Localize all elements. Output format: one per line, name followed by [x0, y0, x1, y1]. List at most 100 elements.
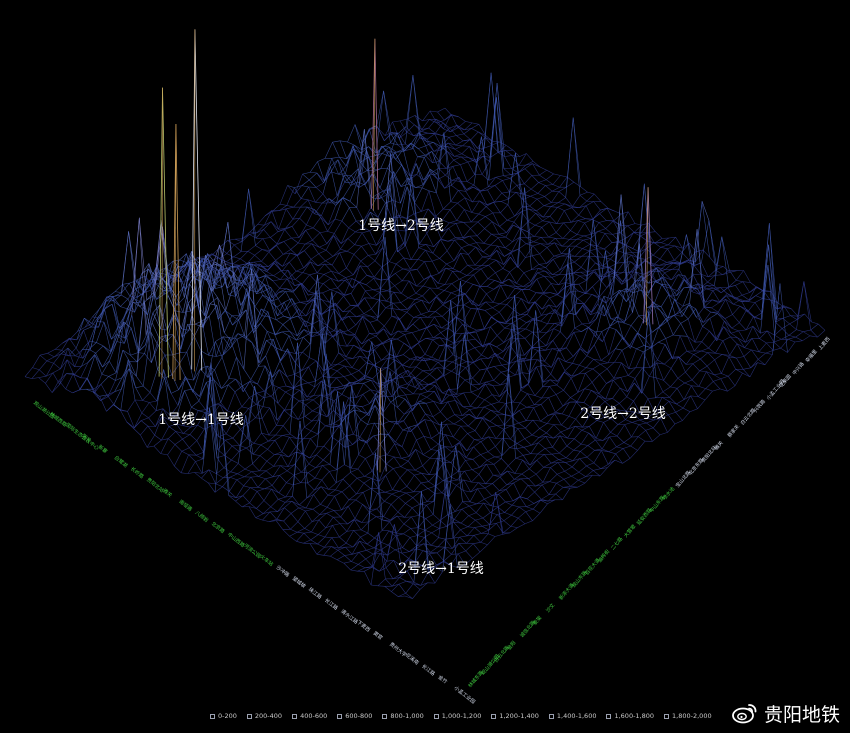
- mesh-line: [691, 291, 700, 295]
- mesh-line: [548, 493, 556, 502]
- mesh-line: [307, 381, 316, 384]
- mesh-line: [453, 159, 461, 165]
- mesh-line: [420, 132, 428, 136]
- mesh-line: [398, 317, 406, 332]
- mesh-line: [502, 345, 511, 360]
- mesh-line: [548, 236, 556, 239]
- mesh-line: [434, 571, 443, 584]
- mesh-line: [615, 275, 623, 282]
- mesh-line: [444, 546, 453, 549]
- mesh-line: [364, 470, 373, 477]
- mesh-line: [319, 243, 327, 248]
- mesh-line: [414, 124, 422, 130]
- mesh-line: [403, 516, 412, 525]
- mesh-line: [490, 237, 499, 246]
- mesh-line: [406, 311, 414, 318]
- mesh-line: [365, 553, 374, 560]
- mesh-line: [450, 201, 458, 204]
- mesh-line: [534, 395, 542, 399]
- mesh-line: [256, 500, 265, 509]
- mesh-line: [559, 176, 568, 188]
- mesh-line: [226, 253, 234, 258]
- mesh-line: [494, 185, 503, 194]
- mesh-line: [686, 234, 694, 275]
- mesh-line: [293, 482, 301, 486]
- mesh-line: [76, 318, 85, 340]
- mesh-line: [289, 436, 297, 439]
- mesh-line: [403, 354, 411, 360]
- mesh-line: [550, 292, 558, 296]
- mesh-line: [607, 459, 616, 468]
- mesh-line: [467, 519, 476, 528]
- mesh-line: [598, 250, 606, 299]
- mesh-line: [309, 272, 318, 276]
- mesh-line: [481, 529, 490, 534]
- mesh-line: [83, 326, 92, 331]
- mesh-line: [466, 186, 474, 190]
- mesh-line: [271, 292, 280, 302]
- mesh-line: [383, 228, 392, 232]
- mesh-line: [355, 383, 364, 398]
- mesh-line: [311, 514, 320, 522]
- mesh-line: [748, 286, 757, 301]
- mesh-line: [582, 248, 590, 252]
- mesh-line: [526, 236, 535, 239]
- mesh-line: [593, 450, 602, 464]
- mesh-line: [571, 458, 580, 468]
- mesh-line: [447, 339, 455, 344]
- mesh-line: [252, 444, 261, 455]
- mesh-line: [652, 247, 661, 256]
- mesh-line: [754, 302, 763, 314]
- mesh-line: [579, 191, 588, 196]
- mesh-line: [485, 212, 494, 217]
- mesh-line: [653, 255, 661, 260]
- mesh-line: [616, 435, 625, 443]
- mesh-line: [318, 249, 327, 255]
- mesh-line: [612, 220, 621, 233]
- mesh-line: [628, 367, 636, 376]
- mesh-line: [451, 289, 459, 293]
- mesh-line: [669, 397, 677, 405]
- mesh-line: [343, 197, 351, 202]
- mesh-line: [422, 119, 430, 122]
- mesh-line: [279, 185, 288, 205]
- mesh-line: [339, 531, 347, 538]
- mesh-line: [339, 345, 347, 347]
- mesh-line: [437, 174, 446, 180]
- mesh-line: [345, 145, 354, 174]
- mesh-line: [526, 317, 534, 323]
- mesh-line: [53, 353, 62, 364]
- mesh-line: [531, 264, 540, 270]
- mesh-line: [349, 310, 357, 318]
- mesh-line: [560, 312, 569, 323]
- mesh-line: [552, 269, 561, 275]
- mesh-line: [692, 274, 701, 289]
- mesh-line: [601, 450, 609, 465]
- mesh-line: [316, 290, 325, 356]
- mesh-line: [743, 270, 751, 283]
- mesh-line: [590, 406, 598, 409]
- mesh-line: [396, 334, 405, 340]
- mesh-line: [528, 292, 537, 304]
- mesh-line: [670, 274, 679, 289]
- mesh-line: [304, 250, 312, 260]
- mesh-line: [337, 546, 346, 551]
- mesh-line: [370, 211, 378, 226]
- mesh-line: [566, 332, 575, 340]
- mesh-line: [501, 370, 509, 373]
- mesh-line: [554, 309, 563, 318]
- mesh-line: [377, 237, 386, 318]
- mesh-line: [337, 159, 346, 174]
- mesh-line: [384, 315, 393, 327]
- mesh-line: [736, 343, 745, 357]
- mesh-line: [326, 495, 335, 508]
- mesh-line: [293, 471, 302, 476]
- mesh-line: [710, 311, 718, 314]
- mesh-line: [757, 362, 766, 366]
- mesh-line: [469, 407, 478, 410]
- mesh-line: [282, 330, 290, 333]
- mesh-line: [257, 224, 265, 226]
- mesh-line: [393, 560, 402, 567]
- mesh-line: [120, 298, 129, 307]
- mesh-line: [106, 391, 115, 396]
